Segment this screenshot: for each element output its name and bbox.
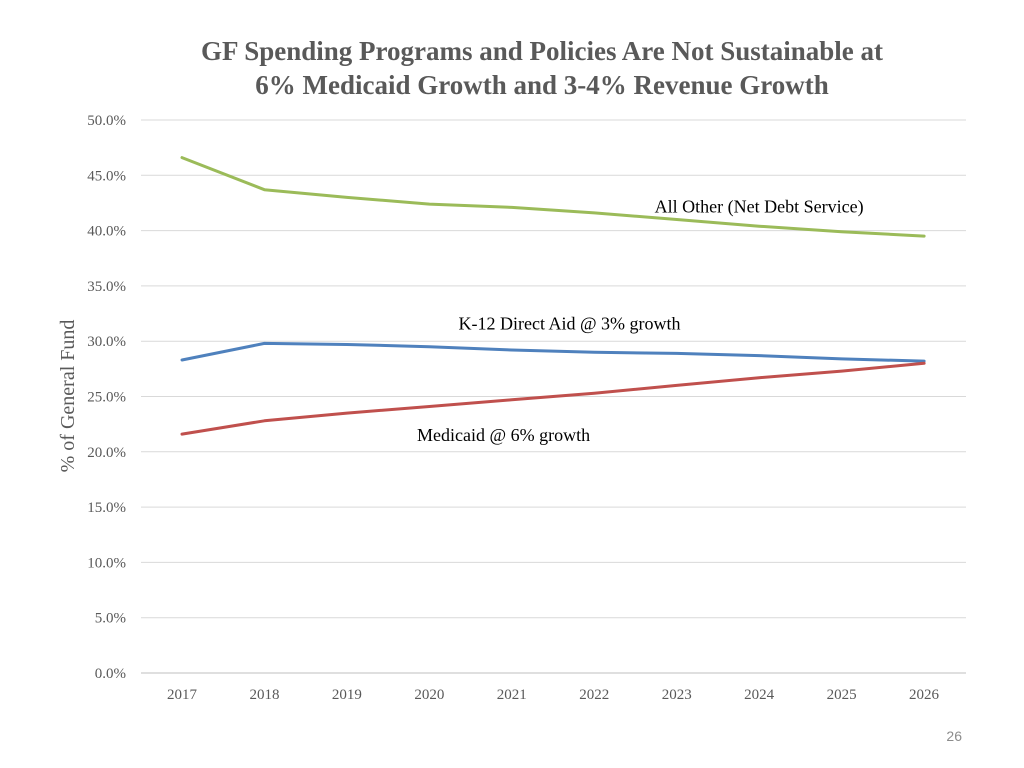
y-axis-ticks: 0.0% 5.0% 10.0% 15.0% 20.0% 25.0% 30.0% 35.0% 40… bbox=[87, 113, 126, 682]
x-tick-label: 2024 bbox=[744, 687, 775, 703]
series-line-k-12-direct-aid-3-growth bbox=[180, 341, 926, 363]
y-tick-label: 50.0% bbox=[87, 113, 126, 129]
y-tick-label: 40.0% bbox=[87, 224, 126, 240]
x-tick-label: 2020 bbox=[414, 687, 444, 703]
x-tick-label: 2017 bbox=[167, 687, 198, 703]
gridlines bbox=[141, 119, 966, 674]
x-tick-label: 2021 bbox=[497, 687, 527, 703]
x-tick-label: 2018 bbox=[249, 687, 279, 703]
series-line-medicaid-6-growth bbox=[180, 361, 926, 436]
y-tick-label: 10.0% bbox=[87, 555, 126, 571]
chart-title-line-1: GF Spending Programs and Policies Are No… bbox=[200, 36, 884, 66]
y-tick-label: 45.0% bbox=[87, 168, 126, 184]
series-annotation-label: All Other (Net Debt Service) bbox=[655, 196, 864, 217]
series-annotations: All Other (Net Debt Service) K-12 Direct … bbox=[417, 196, 864, 445]
y-tick-label: 0.0% bbox=[95, 666, 126, 682]
x-tick-label: 2023 bbox=[662, 687, 692, 703]
series-lines bbox=[180, 156, 926, 436]
series-line-all-other-net-debt-service bbox=[180, 156, 926, 238]
x-tick-label: 2026 bbox=[909, 687, 940, 703]
y-tick-label: 30.0% bbox=[87, 334, 126, 350]
y-tick-label: 20.0% bbox=[87, 445, 126, 461]
y-axis-title: % of General Fund bbox=[57, 320, 79, 473]
chart-title: GF Spending Programs and Policies Are No… bbox=[0, 34, 1024, 102]
series-annotation-label: K-12 Direct Aid @ 3% growth bbox=[458, 314, 680, 334]
chart-title-line-2: 6% Medicaid Growth and 3-4% Revenue Grow… bbox=[255, 70, 829, 100]
x-tick-label: 2025 bbox=[827, 687, 857, 703]
y-tick-label: 15.0% bbox=[87, 500, 126, 516]
series-annotation-label: Medicaid @ 6% growth bbox=[417, 425, 590, 445]
y-tick-label: 25.0% bbox=[87, 390, 126, 406]
x-axis-ticks: 2017 2018 2019 2020 2021 2022 2023 2024 2025 2026 bbox=[167, 687, 940, 703]
y-tick-label: 35.0% bbox=[87, 279, 126, 295]
y-tick-label: 5.0% bbox=[95, 611, 126, 627]
x-tick-label: 2022 bbox=[579, 687, 609, 703]
slide-number: 26 bbox=[946, 728, 962, 744]
x-tick-label: 2019 bbox=[332, 687, 362, 703]
